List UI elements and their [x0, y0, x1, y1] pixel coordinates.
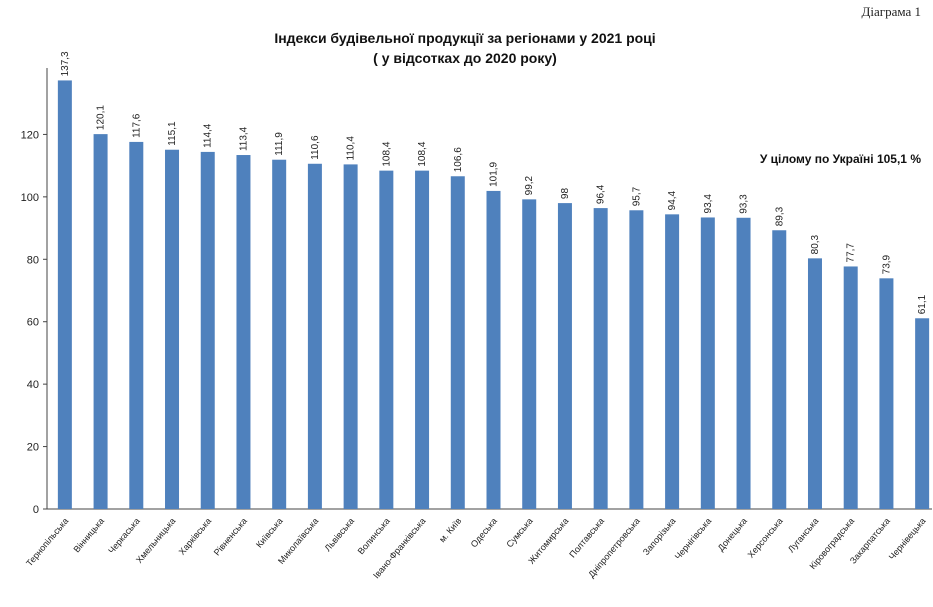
data-label: 106,6	[453, 147, 464, 172]
bar	[736, 217, 751, 509]
x-tick-label: Чернівецька	[887, 516, 928, 562]
x-tick-label: Харківська	[177, 516, 214, 557]
bar	[807, 258, 822, 509]
data-label: 93,4	[703, 194, 714, 214]
data-label: 117,6	[131, 113, 142, 138]
x-tick-label: Полтавська	[567, 516, 606, 560]
x-tick-label: Волинська	[356, 516, 392, 556]
data-label: 120,1	[96, 105, 107, 130]
bar	[843, 266, 858, 509]
chart-subtitle: ( у відсотках до 2020 року)	[373, 50, 557, 66]
bar	[200, 151, 215, 509]
bar	[700, 217, 715, 510]
data-label: 99,2	[524, 175, 535, 195]
x-tick-label: Львівська	[323, 516, 357, 553]
bar	[665, 214, 680, 509]
data-label: 93,3	[739, 194, 750, 214]
x-tick-label: Черкаська	[106, 516, 142, 556]
bar	[557, 203, 572, 509]
bar	[629, 210, 644, 509]
data-label: 96,4	[596, 184, 607, 204]
ukraine-total-note: У цілому по Україні 105,1 %	[759, 152, 921, 166]
diagram-label: Діаграма 1	[861, 4, 921, 19]
data-label: 108,4	[417, 141, 428, 166]
data-label: 80,3	[810, 234, 821, 254]
bar	[486, 190, 501, 509]
data-label: 110,4	[346, 136, 357, 161]
x-tick-label: Донецька	[716, 516, 749, 553]
data-label: 98	[560, 188, 571, 200]
bar	[879, 278, 894, 509]
data-label: 61,1	[917, 294, 928, 314]
y-tick-label: 80	[27, 254, 39, 266]
data-label: 115,1	[167, 121, 178, 146]
bar	[450, 176, 465, 509]
chart-title: Індекси будівельної продукції за регіона…	[274, 30, 656, 46]
data-label: 77,7	[846, 243, 857, 263]
bar	[165, 149, 180, 509]
data-label: 137,3	[60, 51, 71, 76]
bar	[343, 164, 358, 509]
bar	[272, 159, 287, 509]
bar	[772, 230, 787, 510]
x-tick-label: Сумська	[504, 516, 534, 550]
bar	[236, 155, 251, 509]
data-label: 110,6	[310, 135, 321, 160]
x-tick-label: Одеська	[469, 516, 499, 550]
y-tick-label: 0	[33, 504, 39, 516]
bar	[307, 163, 322, 509]
data-label: 113,4	[238, 126, 249, 151]
data-label: 111,9	[274, 132, 285, 156]
data-label: 95,7	[631, 186, 642, 206]
bar	[415, 170, 430, 509]
bar	[915, 318, 930, 509]
data-label: 108,4	[381, 141, 392, 166]
bar	[129, 141, 144, 510]
bar	[593, 208, 608, 509]
x-tick-label: Луганська	[786, 516, 821, 555]
y-tick-label: 20	[27, 442, 39, 454]
data-label: 114,4	[203, 123, 214, 148]
bar	[93, 134, 108, 509]
x-tick-label: Вінницька	[71, 516, 106, 555]
y-tick-label: 60	[27, 317, 39, 329]
bar	[522, 199, 537, 509]
x-tick-label: Чернігівська	[673, 516, 714, 562]
x-tick-label: Київська	[254, 516, 285, 550]
data-label: 101,9	[489, 161, 500, 186]
data-label: 73,9	[881, 254, 892, 274]
data-label: 94,4	[667, 190, 678, 210]
y-tick-label: 40	[27, 379, 39, 391]
bar	[379, 170, 394, 509]
y-tick-label: 120	[21, 129, 39, 141]
x-tick-label: Запорізька	[641, 516, 678, 557]
x-tick-label: м. Київ	[437, 516, 463, 545]
y-tick-label: 100	[21, 192, 39, 204]
data-label: 89,3	[774, 206, 785, 226]
x-tick-label: Херсонська	[746, 516, 785, 560]
x-tick-label: Рівненська	[212, 516, 249, 558]
bar	[57, 80, 72, 509]
x-tick-label: Тернопільська	[24, 516, 70, 568]
